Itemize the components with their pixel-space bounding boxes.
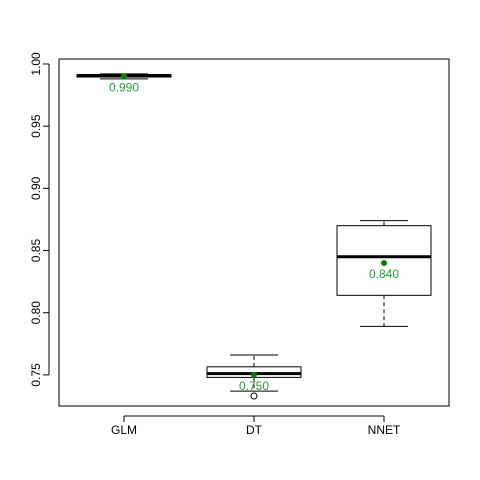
y-tick-label: 0.95 (29, 114, 43, 138)
y-tick-label: 0.75 (29, 363, 43, 387)
x-tick-label: NNET (368, 423, 401, 437)
y-axis: 0.75 0.80 0.85 0.90 0.95 1.00 (29, 52, 50, 387)
x-tick-label: GLM (111, 423, 137, 437)
x-tick-label: DT (246, 423, 263, 437)
y-tick-label: 0.80 (29, 301, 43, 325)
mean-point (251, 371, 257, 378)
outlier-point (250, 392, 258, 400)
mean-point (381, 259, 387, 266)
y-tick-label: 0.90 (29, 176, 43, 200)
box-dt: 0.750 (206, 354, 302, 400)
y-tick-label: 1.00 (29, 52, 43, 76)
boxes: 0.990 0.750 0.840 (76, 73, 432, 400)
box-glm: 0.990 (76, 73, 172, 94)
mean-label: 0.840 (369, 267, 399, 281)
y-tick-label: 0.85 (29, 239, 43, 263)
box-nnet: 0.840 (336, 220, 432, 327)
mean-label: 0.750 (239, 379, 269, 393)
plot-frame (58, 58, 450, 407)
x-axis: GLM DT NNET (111, 415, 401, 437)
mean-point (121, 73, 127, 80)
mean-label: 0.990 (109, 80, 139, 94)
